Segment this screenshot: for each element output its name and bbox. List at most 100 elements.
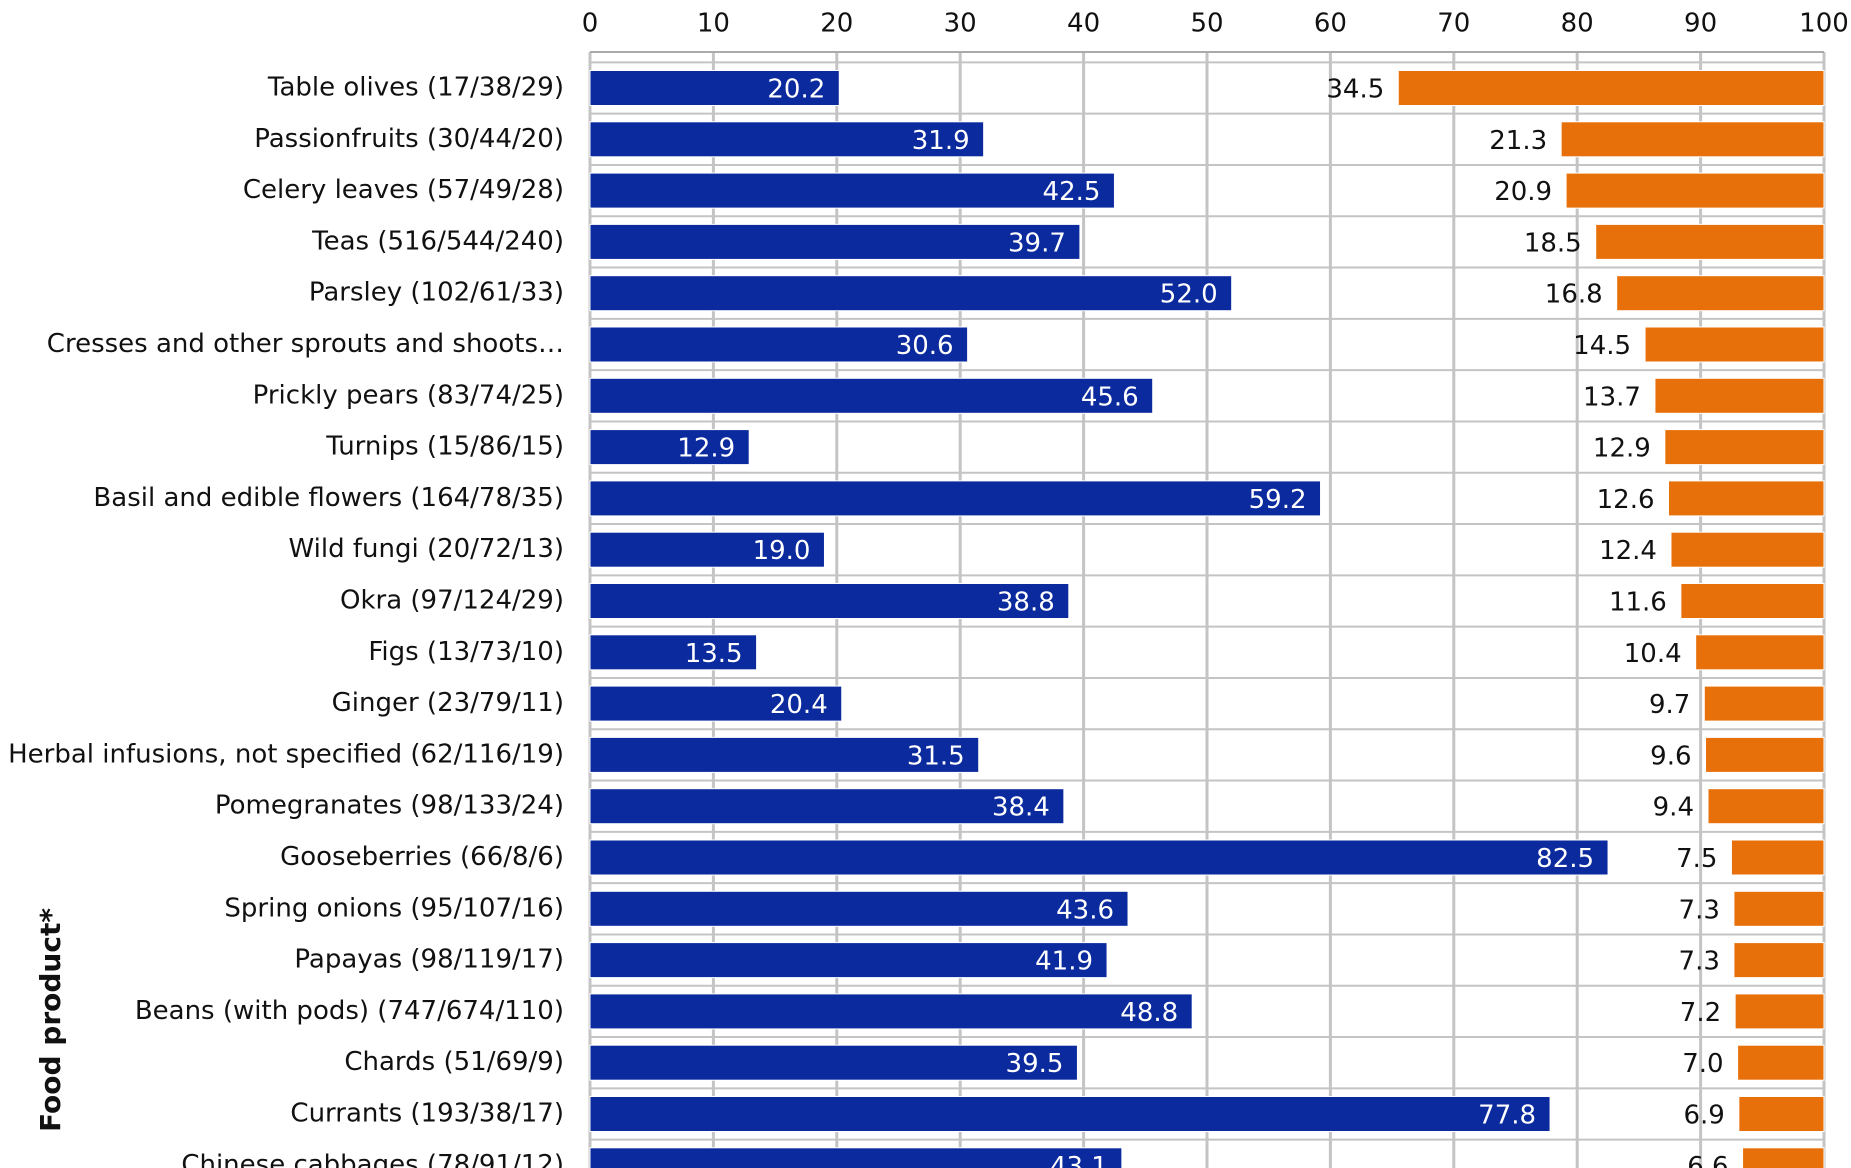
x-tick-label: 50 — [1190, 9, 1223, 39]
y-tick-label: Parsley (102/61/33) — [309, 278, 564, 308]
bar — [1595, 223, 1825, 260]
bar — [589, 1096, 1551, 1132]
value-label: 39.5 — [1006, 1049, 1064, 1079]
value-label: 21.3 — [1489, 126, 1547, 156]
y-tick-label: Basil and edible flowers (164/78/35) — [93, 483, 564, 513]
value-label: 59.2 — [1249, 485, 1307, 515]
x-tick-label: 90 — [1684, 9, 1717, 39]
y-axis-label: Food product* — [34, 908, 67, 1132]
bar — [589, 788, 1065, 825]
bar — [589, 223, 1081, 260]
y-tick-label: Turnips (15/86/15) — [325, 432, 564, 462]
bar — [1560, 121, 1825, 158]
value-label: 7.3 — [1679, 895, 1720, 925]
bar — [1703, 685, 1825, 722]
x-tick-label: 20 — [820, 9, 853, 39]
bar — [1707, 788, 1825, 825]
y-tick-label: Passionfruits (30/44/20) — [254, 124, 564, 154]
bar — [589, 736, 980, 773]
x-tick-label: 80 — [1561, 9, 1594, 39]
y-tick-label: Okra (97/124/29) — [340, 586, 564, 616]
value-label: 6.6 — [1687, 1152, 1728, 1168]
bar — [1730, 839, 1825, 876]
bar — [589, 275, 1233, 312]
bar — [1668, 480, 1825, 517]
value-label: 48.8 — [1120, 998, 1178, 1028]
value-label: 39.7 — [1008, 228, 1066, 258]
bar — [589, 993, 1193, 1030]
value-label: 43.6 — [1056, 895, 1114, 925]
bar — [589, 839, 1609, 876]
value-label: 18.5 — [1524, 228, 1582, 258]
value-label: 14.5 — [1573, 331, 1631, 361]
value-label: 9.6 — [1650, 741, 1691, 771]
bar — [1616, 275, 1825, 312]
y-tick-label: Gooseberries (66/8/6) — [280, 842, 564, 872]
y-tick-label: Celery leaves (57/49/28) — [243, 175, 564, 205]
value-label: 7.3 — [1679, 947, 1720, 977]
bar — [589, 377, 1154, 414]
value-label: 20.9 — [1494, 177, 1552, 207]
bar — [1680, 583, 1825, 619]
y-tick-label: Currants (193/38/17) — [290, 1099, 564, 1129]
value-label: 82.5 — [1536, 844, 1594, 874]
bar — [1738, 1096, 1825, 1132]
x-tick-label: 40 — [1067, 9, 1100, 39]
bar — [589, 531, 825, 568]
value-label: 13.5 — [685, 639, 743, 669]
bar — [1565, 172, 1825, 209]
x-tick-label: 10 — [697, 9, 730, 39]
value-label: 12.9 — [677, 434, 735, 464]
bar — [589, 326, 969, 363]
bar — [1737, 1044, 1825, 1081]
value-label: 12.9 — [1593, 434, 1651, 464]
value-label: 9.7 — [1649, 690, 1690, 720]
value-label: 20.4 — [770, 690, 828, 720]
y-tick-label: Prickly pears (83/74/25) — [253, 380, 564, 410]
bar — [589, 480, 1322, 517]
value-label: 7.0 — [1682, 1049, 1723, 1079]
bar — [1742, 1147, 1825, 1168]
y-tick-label: Chinese cabbages (78/91/12) — [181, 1150, 564, 1168]
value-label: 6.9 — [1683, 1101, 1724, 1131]
value-label: 12.4 — [1599, 536, 1657, 566]
value-label: 13.7 — [1583, 382, 1641, 412]
value-label: 11.6 — [1609, 588, 1667, 618]
value-label: 52.0 — [1160, 280, 1218, 310]
bar — [1664, 429, 1825, 466]
value-label: 12.6 — [1597, 485, 1655, 515]
bar — [1644, 326, 1825, 363]
y-tick-label: Beans (with pods) (747/674/110) — [135, 996, 564, 1026]
y-tick-label: Pomegranates (98/133/24) — [215, 791, 564, 821]
value-label: 19.0 — [753, 536, 811, 566]
value-label: 20.2 — [767, 75, 825, 105]
bar — [589, 1044, 1078, 1081]
bar — [589, 429, 750, 466]
x-tick-label: 100 — [1799, 9, 1849, 39]
value-label: 77.8 — [1478, 1101, 1536, 1131]
y-tick-label: Teas (516/544/240) — [311, 226, 564, 256]
y-tick-label: Papayas (98/119/17) — [294, 945, 564, 975]
value-label: 10.4 — [1624, 639, 1682, 669]
y-tick-label: Herbal infusions, not specified (62/116/… — [8, 739, 564, 769]
value-label: 7.2 — [1680, 998, 1721, 1028]
value-label: 42.5 — [1043, 177, 1101, 207]
value-label: 45.6 — [1081, 382, 1139, 412]
bar — [1670, 531, 1825, 568]
bar — [589, 172, 1115, 209]
value-label: 31.9 — [912, 126, 970, 156]
value-label: 41.9 — [1035, 947, 1093, 977]
value-label: 38.8 — [997, 588, 1055, 618]
y-tick-label: Chards (51/69/9) — [344, 1047, 564, 1077]
x-tick-label: 30 — [944, 9, 977, 39]
bar — [1397, 70, 1825, 106]
value-label: 9.4 — [1653, 793, 1694, 823]
y-tick-label: Table olives (17/38/29) — [267, 73, 564, 103]
x-tick-label: 70 — [1437, 9, 1470, 39]
y-tick-label: Ginger (23/79/11) — [332, 688, 564, 718]
bar — [589, 685, 843, 722]
value-label: 7.5 — [1676, 844, 1717, 874]
value-label: 30.6 — [896, 331, 954, 361]
value-label: 34.5 — [1326, 75, 1384, 105]
value-label: 31.5 — [907, 741, 965, 771]
